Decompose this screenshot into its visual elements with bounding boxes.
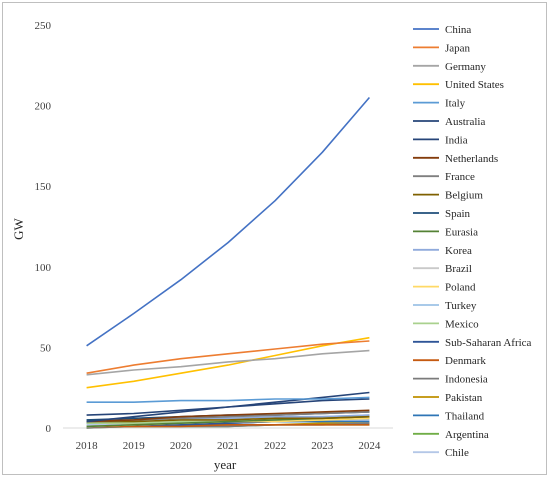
series-line-australia bbox=[86, 398, 370, 416]
y-axis-ticks: 0 50 100 150 200 250 bbox=[35, 20, 52, 435]
x-tick-label: 2022 bbox=[264, 440, 286, 452]
y-tick-label: 50 bbox=[40, 342, 52, 354]
legend-label-netherlands: Netherlands bbox=[445, 153, 498, 165]
x-axis-title: year bbox=[214, 457, 237, 472]
legend-label-germany: Germany bbox=[445, 61, 486, 73]
series-line-italy bbox=[86, 396, 370, 404]
legend-label-mexico: Mexico bbox=[445, 318, 479, 330]
legend-label-italy: Italy bbox=[445, 98, 466, 110]
x-tick-label: 2024 bbox=[358, 440, 381, 452]
legend-label-pakistan: Pakistan bbox=[445, 392, 483, 404]
legend-label-denmark: Denmark bbox=[445, 355, 486, 367]
y-axis-title: GW bbox=[11, 217, 26, 239]
legend-label-japan: Japan bbox=[445, 42, 471, 54]
series-line-united-states bbox=[86, 336, 370, 389]
legend-label-france: France bbox=[445, 171, 475, 183]
x-tick-label: 2018 bbox=[76, 440, 99, 452]
y-tick-label: 150 bbox=[35, 181, 52, 193]
legend-label-indonesia: Indonesia bbox=[445, 374, 488, 386]
legend-label-eurasia: Eurasia bbox=[445, 226, 478, 238]
x-axis-ticks: 2018 2019 2020 2021 2022 2023 2024 bbox=[76, 440, 381, 452]
y-tick-label: 100 bbox=[35, 262, 52, 274]
legend-label-australia: Australia bbox=[445, 116, 485, 128]
series-line-japan bbox=[86, 340, 370, 374]
legend-label-turkey: Turkey bbox=[445, 300, 477, 312]
series-line-denmark bbox=[86, 423, 370, 428]
series-line-belgium bbox=[86, 415, 370, 423]
y-tick-label: 200 bbox=[35, 101, 52, 113]
legend-label-poland: Poland bbox=[445, 282, 476, 294]
y-tick-label: 0 bbox=[46, 423, 52, 435]
series-line-china bbox=[86, 96, 371, 347]
legend-label-united-states: United States bbox=[445, 79, 504, 91]
legend-label-argentina: Argentina bbox=[445, 429, 489, 441]
x-tick-label: 2019 bbox=[123, 440, 146, 452]
legend-label-chile: Chile bbox=[445, 447, 469, 459]
legend-label-china: China bbox=[445, 24, 471, 36]
x-tick-label: 2023 bbox=[311, 440, 334, 452]
legend-label-india: India bbox=[445, 134, 468, 146]
line-chart: 0 50 100 150 200 250 2018 2019 2020 2021 2022 2023… bbox=[11, 20, 532, 472]
legend-label-thailand: Thailand bbox=[445, 410, 485, 422]
legend-label-korea: Korea bbox=[445, 245, 472, 257]
series-lines bbox=[86, 96, 371, 429]
legend-label-spain: Spain bbox=[445, 208, 471, 220]
y-tick-label: 250 bbox=[35, 20, 52, 32]
series-line-germany bbox=[86, 349, 370, 376]
legend-label-belgium: Belgium bbox=[445, 190, 483, 202]
x-tick-label: 2020 bbox=[170, 440, 193, 452]
legend-label-sub-saharan-africa: Sub-Saharan Africa bbox=[445, 337, 532, 349]
legend-label-brazil: Brazil bbox=[445, 263, 472, 275]
series-line-netherlands bbox=[86, 409, 370, 423]
legend: China Japan Germany United States Italy Austr… bbox=[413, 24, 532, 459]
x-tick-label: 2021 bbox=[217, 440, 239, 452]
